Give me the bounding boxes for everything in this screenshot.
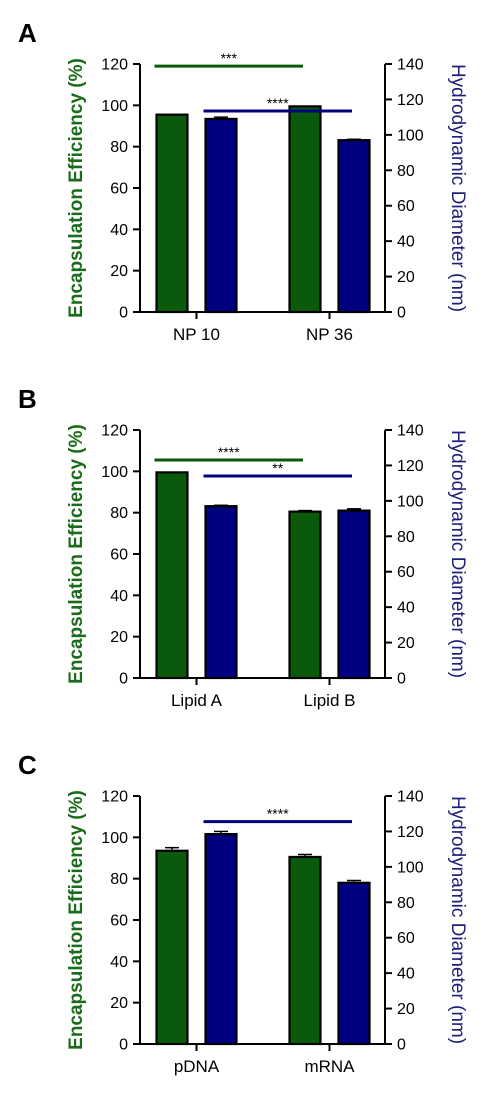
right-tick-label: 140 (397, 57, 424, 74)
category-label: pDNA (174, 1057, 220, 1076)
right-tick-label: 40 (397, 966, 415, 983)
left-tick-label: 40 (110, 588, 128, 605)
bar-right-0 (204, 505, 238, 680)
category-label: NP 36 (306, 325, 353, 344)
left-tick-label: 120 (101, 423, 128, 440)
left-tick-label: 20 (110, 629, 128, 646)
category-label: Lipid A (171, 691, 223, 710)
chart-c-svg: 0 20 40 60 80 100 120 0 20 40 60 80 100 120 140 pDNA mRN… (66, 789, 468, 1077)
left-tick-label: 0 (119, 305, 128, 322)
right-tick-label: 20 (397, 635, 415, 652)
left-axis-title: Encapsulation Efficiency (%) (66, 790, 87, 1050)
right-tick-label: 120 (397, 458, 424, 475)
right-tick-label: 120 (397, 92, 424, 109)
bar-left-1 (288, 855, 322, 1046)
bar-left-0 (155, 849, 189, 1046)
panel-c: C 0 20 40 60 80 100 120 0 20 40 60 80 100 120 140 pDNA m… (0, 750, 500, 1100)
bar-left-0 (155, 113, 189, 314)
bar-right-1 (337, 881, 371, 1046)
left-tick-label: 40 (110, 222, 128, 239)
right-axis-title: Hydrodynamic Diameter (nm) (447, 796, 468, 1044)
left-tick-label: 100 (101, 830, 128, 847)
significance-label: ** (272, 460, 283, 476)
category-label: mRNA (304, 1057, 355, 1076)
right-tick-label: 20 (397, 269, 415, 286)
panel-a: A 0 20 40 60 80 100 120 0 20 40 60 80 100 120 140 NP 10… (0, 18, 500, 368)
right-tick-label: 40 (397, 600, 415, 617)
bar-left-1 (288, 105, 322, 314)
left-tick-label: 120 (101, 57, 128, 74)
left-tick-label: 0 (119, 1037, 128, 1054)
right-tick-label: 60 (397, 930, 415, 947)
right-tick-label: 0 (397, 671, 406, 688)
right-axis-title: Hydrodynamic Diameter (nm) (447, 64, 468, 312)
bar-right-1 (337, 509, 371, 680)
category-label: NP 10 (173, 325, 220, 344)
right-tick-label: 80 (397, 529, 415, 546)
left-tick-label: 20 (110, 995, 128, 1012)
panel-label: A (18, 18, 37, 48)
left-tick-label: 60 (110, 547, 128, 564)
left-tick-label: 100 (101, 464, 128, 481)
left-tick-label: 120 (101, 789, 128, 806)
left-tick-label: 40 (110, 954, 128, 971)
right-tick-label: 120 (397, 824, 424, 841)
right-tick-label: 80 (397, 895, 415, 912)
left-tick-label: 20 (110, 263, 128, 280)
left-tick-label: 100 (101, 98, 128, 115)
right-tick-label: 100 (397, 859, 424, 876)
bar-left-0 (155, 471, 189, 680)
right-tick-label: 40 (397, 234, 415, 251)
right-tick-label: 60 (397, 564, 415, 581)
chart-b-svg: 0 20 40 60 80 100 120 0 20 40 60 80 100 120 140 Lipid A… (66, 423, 468, 711)
right-tick-label: 140 (397, 423, 424, 440)
right-tick-label: 0 (397, 1037, 406, 1054)
right-tick-label: 140 (397, 789, 424, 806)
left-tick-label: 80 (110, 871, 128, 888)
right-tick-label: 80 (397, 163, 415, 180)
panel-label: C (18, 750, 37, 780)
left-tick-label: 80 (110, 139, 128, 156)
right-tick-label: 0 (397, 305, 406, 322)
chart-a-svg: 0 20 40 60 80 100 120 0 20 40 60 80 100 120 140 NP 10 NP… (66, 50, 468, 344)
right-tick-label: 60 (397, 198, 415, 215)
panel-label: B (18, 384, 37, 414)
significance-label: **** (267, 806, 289, 822)
bar-right-1 (337, 139, 371, 314)
right-tick-label: 100 (397, 493, 424, 510)
bar-right-0 (204, 117, 238, 314)
bar-right-0 (204, 832, 238, 1046)
significance-label: **** (218, 444, 240, 460)
left-axis-title: Encapsulation Efficiency (%) (66, 58, 87, 318)
category-label: Lipid B (304, 691, 356, 710)
bar-left-1 (288, 510, 322, 680)
right-tick-label: 100 (397, 127, 424, 144)
right-tick-label: 20 (397, 1001, 415, 1018)
left-tick-label: 0 (119, 671, 128, 688)
left-tick-label: 80 (110, 505, 128, 522)
panel-b: B 0 20 40 60 80 100 120 0 20 40 60 80 100 120 140 Lipid… (0, 384, 500, 734)
left-tick-label: 60 (110, 181, 128, 198)
significance-label: *** (221, 50, 238, 66)
significance-label: **** (267, 95, 289, 111)
left-axis-title: Encapsulation Efficiency (%) (66, 424, 87, 684)
left-tick-label: 60 (110, 913, 128, 930)
right-axis-title: Hydrodynamic Diameter (nm) (447, 430, 468, 678)
